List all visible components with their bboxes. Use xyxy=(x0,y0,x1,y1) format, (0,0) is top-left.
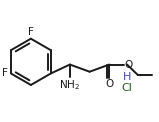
Text: O: O xyxy=(105,79,113,89)
Text: O: O xyxy=(125,60,133,70)
Text: H: H xyxy=(123,72,131,82)
Text: F: F xyxy=(2,68,8,78)
Text: Cl: Cl xyxy=(121,83,132,93)
Text: F: F xyxy=(28,26,34,36)
Text: NH$_2$: NH$_2$ xyxy=(59,78,80,92)
